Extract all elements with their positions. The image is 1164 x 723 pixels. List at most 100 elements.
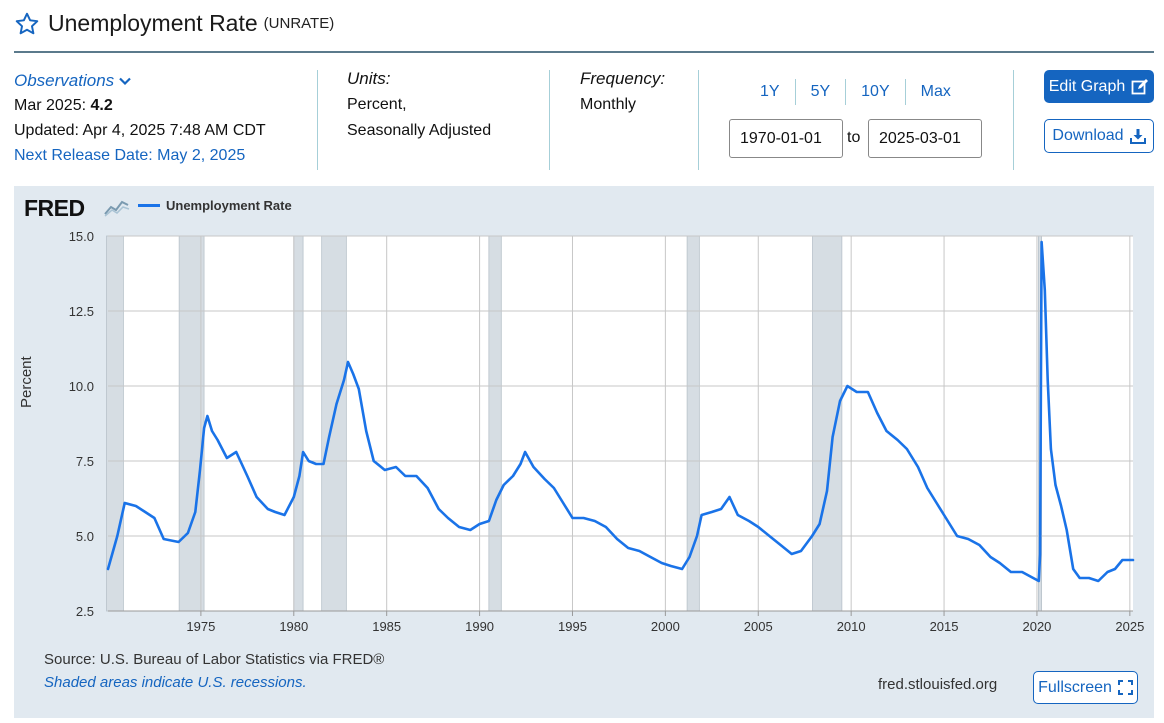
data-point: [199, 469, 201, 471]
units-line1: Percent,: [347, 96, 407, 113]
edit-graph-button[interactable]: Edit Graph: [1044, 70, 1154, 103]
data-point: [967, 538, 970, 540]
data-point: [116, 535, 119, 537]
data-point: [1050, 448, 1052, 450]
page-title: Unemployment Rate: [48, 10, 258, 36]
data-point: [935, 502, 938, 504]
edit-icon: [1131, 78, 1149, 94]
data-point: [1039, 553, 1041, 555]
data-point: [543, 478, 546, 480]
data-point: [352, 373, 355, 375]
data-point: [153, 517, 156, 519]
data-point: [945, 517, 947, 519]
y-tick-label: 12.5: [69, 304, 94, 319]
data-point: [1106, 571, 1109, 573]
data-point: [415, 475, 418, 477]
data-point: [315, 463, 317, 465]
data-point: [144, 511, 147, 513]
data-point: [779, 544, 782, 546]
source-text: Source: U.S. Bureau of Labor Statistics …: [44, 651, 385, 668]
observation-period: Mar 2025:: [14, 97, 87, 114]
range-1y-button[interactable]: 1Y: [760, 83, 780, 100]
units-line2: Seasonally Adjusted: [347, 122, 492, 139]
data-point: [307, 460, 310, 462]
y-tick-label: 10.0: [69, 379, 94, 394]
data-point: [660, 562, 663, 564]
data-point: [194, 511, 197, 513]
frequency-value: Monthly: [580, 96, 637, 113]
series-id: (UNRATE): [263, 15, 335, 32]
data-point: [846, 385, 849, 387]
data-point: [123, 502, 126, 504]
data-point: [347, 361, 349, 363]
x-tick-label: 2005: [744, 619, 773, 634]
next-release-link[interactable]: Next Release Date: May 2, 2025: [14, 147, 246, 164]
data-point: [383, 469, 386, 471]
data-point: [246, 475, 249, 477]
favorite-star-icon[interactable]: [14, 11, 40, 37]
series-line-unemployment-rate: [106, 240, 1135, 583]
fullscreen-button[interactable]: Fullscreen: [1033, 671, 1138, 704]
data-point: [343, 379, 345, 381]
end-date-input[interactable]: 2025-03-01: [868, 119, 982, 158]
fullscreen-label: Fullscreen: [1038, 678, 1112, 696]
data-point: [524, 451, 526, 453]
data-point: [906, 448, 908, 450]
recession-band: [812, 235, 843, 612]
fred-logo: FRED: [24, 195, 85, 221]
data-point: [638, 550, 641, 552]
data-point: [748, 520, 750, 522]
x-tick-label: 1985: [372, 619, 401, 634]
y-tick-label: 15.0: [69, 229, 94, 244]
data-point: [728, 496, 731, 498]
data-point: [571, 517, 574, 519]
x-tick-label: 2025: [1115, 619, 1144, 634]
data-point: [1046, 379, 1049, 381]
data-point: [681, 568, 683, 570]
data-point: [322, 463, 325, 465]
frequency-label: Frequency:: [580, 69, 666, 88]
data-point: [562, 502, 565, 504]
data-point: [1040, 241, 1043, 243]
data-point: [917, 466, 919, 468]
start-date-input[interactable]: 1970-01-01: [729, 119, 843, 158]
divider: [317, 70, 318, 170]
data-point: [502, 484, 505, 486]
data-point: [826, 490, 828, 492]
x-tick-label: 2015: [930, 619, 959, 634]
x-tick-label: 1980: [279, 619, 308, 634]
x-tick-label: 2010: [837, 619, 866, 634]
data-point: [255, 496, 258, 498]
data-point: [1127, 559, 1129, 561]
data-point: [365, 430, 368, 432]
range-5y-button[interactable]: 5Y: [794, 79, 846, 105]
data-point: [512, 475, 514, 477]
data-point: [266, 508, 269, 510]
data-point: [1043, 289, 1046, 291]
data-point: [1078, 577, 1081, 579]
data-point: [216, 439, 219, 441]
data-point: [855, 391, 858, 393]
range-10y-button[interactable]: 10Y: [845, 79, 904, 105]
updated-text: Updated: Apr 4, 2025 7:48 AM CDT: [14, 122, 266, 139]
data-point: [956, 535, 958, 537]
data-point: [989, 556, 992, 558]
data-point: [839, 400, 841, 402]
data-point: [395, 466, 397, 468]
chevron-down-icon: [119, 77, 131, 85]
data-point: [235, 451, 238, 453]
observations-dropdown[interactable]: Observations: [14, 68, 266, 93]
legend-swatch: [138, 204, 160, 207]
recession-band: [488, 235, 502, 612]
data-point: [627, 547, 630, 549]
range-max-button[interactable]: Max: [904, 79, 966, 105]
y-tick-label: 5.0: [76, 529, 94, 544]
divider: [1013, 70, 1014, 170]
data-point: [328, 436, 330, 438]
data-point: [1121, 559, 1124, 561]
data-point: [700, 514, 703, 516]
recession-note: Shaded areas indicate U.S. recessions.: [44, 674, 307, 691]
download-button[interactable]: Download: [1044, 119, 1154, 153]
data-point: [283, 514, 286, 516]
